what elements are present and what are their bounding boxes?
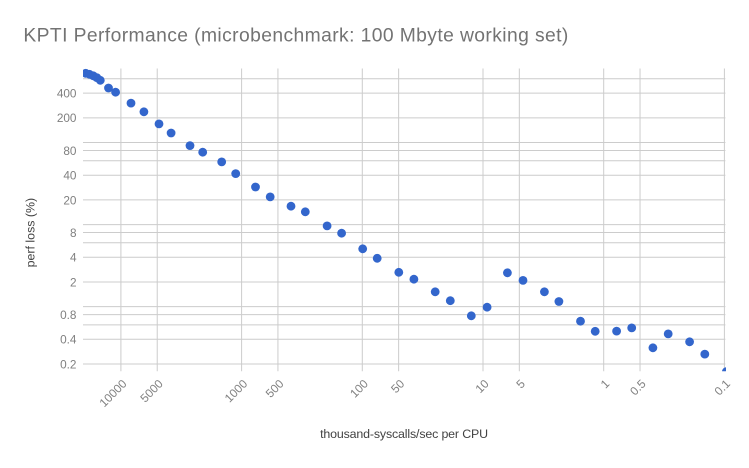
svg-text:0.8: 0.8: [60, 308, 77, 322]
svg-text:perf loss (%): perf loss (%): [23, 198, 37, 268]
svg-text:thousand-syscalls/sec per CPU: thousand-syscalls/sec per CPU: [320, 427, 488, 441]
svg-text:200: 200: [57, 111, 77, 125]
svg-text:80: 80: [63, 144, 77, 158]
svg-text:40: 40: [63, 169, 77, 183]
svg-text:2: 2: [70, 275, 77, 289]
svg-text:4: 4: [70, 251, 77, 265]
svg-text:0.4: 0.4: [60, 333, 77, 347]
svg-text:400: 400: [57, 87, 77, 101]
svg-text:8: 8: [70, 226, 77, 240]
svg-text:KPTI Performance (microbenchma: KPTI Performance (microbenchmark: 100 Mb…: [23, 26, 568, 47]
svg-text:0.2: 0.2: [60, 357, 76, 371]
svg-text:20: 20: [63, 193, 77, 207]
